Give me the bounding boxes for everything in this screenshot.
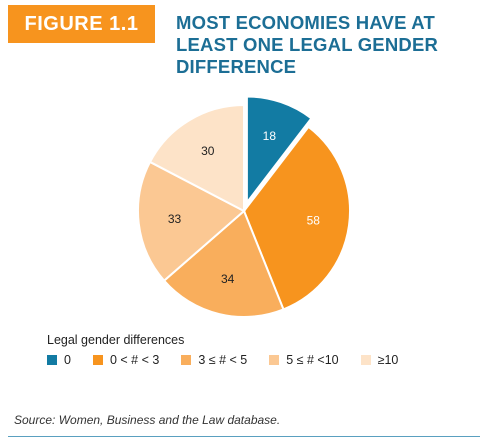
pie-slice-label-0: 18	[263, 129, 277, 143]
legend-swatch-4	[360, 355, 371, 365]
pie-slice-label-1: 58	[307, 213, 321, 227]
legend-label-0: 0	[64, 353, 71, 367]
pie-slice-1	[242, 125, 351, 311]
figure-label: FIGURE 1.1	[8, 5, 155, 43]
legend-swatch-0	[47, 355, 57, 365]
legend-label-4: ≥10	[377, 353, 399, 367]
source-prefix: Source:	[14, 413, 59, 427]
legend: 0 0 < # < 3 3 ≤ # < 5 5 ≤ # <10 ≥10	[47, 353, 420, 367]
figure-title: MOST ECONOMIES HAVE AT LEAST ONE LEGAL G…	[176, 12, 439, 77]
source-note: Source: Women, Business and the Law data…	[14, 413, 280, 427]
legend-item-4: ≥10	[360, 353, 399, 367]
legend-swatch-1	[92, 355, 103, 365]
pie-slice-3	[137, 160, 246, 283]
pie-chart: 18 58 34 33 30	[137, 95, 351, 318]
bottom-rule	[8, 436, 480, 437]
legend-swatch-3	[269, 355, 280, 365]
legend-swatch-2	[181, 355, 192, 365]
legend-label-1: 0 < # < 3	[109, 353, 160, 367]
pie-slice-label-2: 34	[221, 272, 235, 286]
legend-label-2: 3 ≤ # < 5	[198, 353, 248, 367]
legend-item-3: 5 ≤ # <10	[269, 353, 339, 367]
legend-label-3: 5 ≤ # <10	[286, 353, 339, 367]
source-text: Women, Business and the Law database.	[58, 413, 281, 427]
legend-item-1: 0 < # < 3	[92, 353, 160, 367]
legend-item-0: 0	[47, 353, 71, 367]
pie-slice-0	[245, 95, 313, 206]
pie-slice-label-4: 30	[201, 144, 215, 158]
pie-slice-label-3: 33	[168, 212, 182, 226]
pie-slice-4	[148, 103, 245, 213]
legend-title: Legal gender differences	[47, 333, 185, 347]
legend-item-2: 3 ≤ # < 5	[181, 353, 247, 367]
pie-slice-2	[162, 209, 285, 318]
